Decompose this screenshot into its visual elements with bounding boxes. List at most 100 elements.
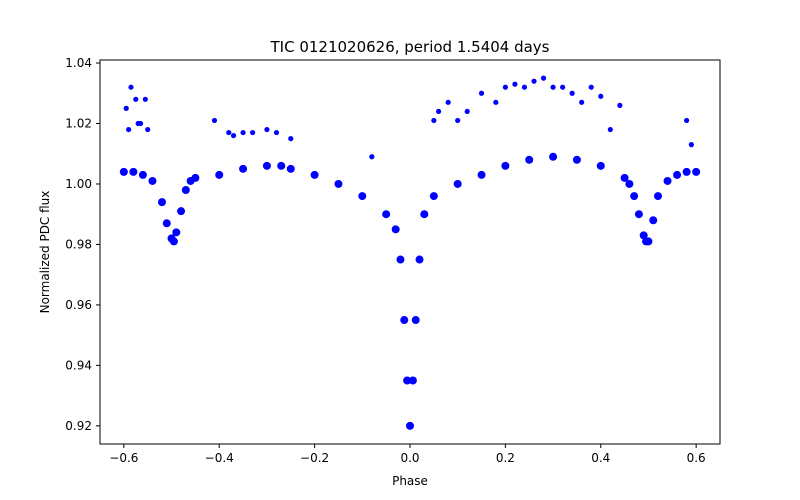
data-point <box>191 173 200 182</box>
data-point <box>634 210 643 219</box>
y-tick-label: 0.98 <box>65 237 92 251</box>
y-tick-label: 0.92 <box>65 419 92 433</box>
data-point <box>162 219 171 228</box>
data-point <box>644 237 653 246</box>
x-axis: −0.6 −0.4 −0.2 0.0 0.2 0.4 0.6 <box>109 444 706 465</box>
data-point <box>382 210 391 219</box>
data-point <box>262 161 271 170</box>
data-point <box>525 155 534 164</box>
data-point <box>639 231 648 240</box>
y-tick-label: 0.96 <box>65 298 92 312</box>
outlier-point <box>431 117 437 124</box>
outlier-point <box>211 117 218 124</box>
outlier-point <box>617 102 623 108</box>
data-point <box>429 192 438 201</box>
data-point <box>215 170 224 179</box>
data-point <box>181 186 190 195</box>
x-tick-label: −0.4 <box>205 451 234 465</box>
data-point <box>129 167 138 176</box>
outlier-point <box>128 84 134 90</box>
data-point <box>596 161 605 170</box>
outlier-point <box>369 154 375 160</box>
data-point <box>630 192 639 201</box>
outlier-point <box>512 81 518 87</box>
outlier-point <box>588 84 594 90</box>
outlier-point <box>579 99 585 105</box>
x-tick-label: 0.2 <box>496 451 515 465</box>
outlier-point <box>123 105 129 111</box>
data-point <box>501 161 510 170</box>
x-axis-label: Phase <box>392 474 428 488</box>
data-point <box>420 210 429 219</box>
outlier-point <box>684 117 690 124</box>
y-tick-label: 1.00 <box>65 177 92 191</box>
outlier-point <box>464 108 470 115</box>
outlier-point <box>569 90 575 96</box>
outlier-point <box>560 84 566 90</box>
outlier-point <box>445 99 451 105</box>
data-point <box>169 237 178 246</box>
outlier-point <box>126 126 132 133</box>
outlier-point <box>540 75 547 81</box>
outlier-point <box>264 126 270 133</box>
data-point <box>158 198 166 207</box>
outlier-point <box>455 117 461 124</box>
data-point <box>334 179 343 188</box>
outlier-point <box>598 93 604 99</box>
outlier-point <box>531 78 537 84</box>
x-tick-label: 0.6 <box>687 451 706 465</box>
data-point <box>408 376 417 385</box>
data-point <box>177 207 186 216</box>
data-point <box>663 176 672 185</box>
data-point <box>411 316 420 325</box>
x-tick-label: 0.4 <box>591 451 610 465</box>
outlier-point <box>607 126 613 133</box>
data-point <box>572 155 581 164</box>
outlier-point <box>226 129 232 136</box>
data-point <box>286 164 295 173</box>
y-axis: 0.92 0.94 0.96 0.98 1.00 1.02 1.04 <box>65 56 100 433</box>
outlier-point <box>240 129 246 136</box>
data-point <box>400 316 409 325</box>
outlier-point <box>493 99 499 105</box>
outlier-point <box>273 129 280 136</box>
data-point <box>654 192 662 201</box>
outlier-point <box>230 132 237 139</box>
data-point <box>692 167 701 176</box>
x-tick-label: −0.2 <box>300 451 329 465</box>
data-point <box>477 170 486 179</box>
outlier-point <box>502 84 508 90</box>
outlier-point <box>550 84 556 90</box>
outlier-point <box>521 84 528 90</box>
outlier-point <box>145 126 151 133</box>
plot-frame <box>99 59 721 445</box>
outlier-point <box>688 142 694 148</box>
y-axis-label: Normalized PDC flux <box>38 191 52 314</box>
data-point <box>396 255 405 264</box>
data-point <box>391 225 400 234</box>
data-point <box>277 161 286 170</box>
data-point <box>310 170 319 179</box>
outlier-point <box>142 96 148 102</box>
data-point <box>625 179 634 188</box>
data-point <box>620 173 629 182</box>
data-point <box>682 167 691 176</box>
outlier-point <box>250 129 256 136</box>
data-point <box>138 170 147 179</box>
outlier-point <box>133 96 139 102</box>
y-tick-label: 0.94 <box>65 358 92 372</box>
chart-title: TIC 0121020626, period 1.5404 days <box>269 38 549 56</box>
data-point <box>119 167 128 176</box>
data-point <box>406 421 414 430</box>
data-point <box>172 228 181 237</box>
data-point <box>415 255 424 264</box>
data-point <box>239 164 248 173</box>
data-point <box>549 152 558 161</box>
data-point <box>649 216 658 225</box>
data-point <box>148 176 157 185</box>
y-tick-label: 1.02 <box>65 116 92 130</box>
outlier-point <box>135 120 141 127</box>
y-tick-label: 1.04 <box>65 56 92 70</box>
